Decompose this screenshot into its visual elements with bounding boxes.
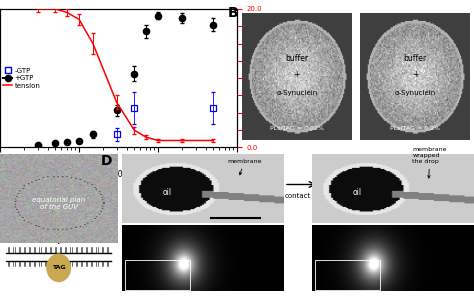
Text: B: B xyxy=(228,6,238,20)
Circle shape xyxy=(47,254,71,282)
Y-axis label: tension (mN/m): tension (mN/m) xyxy=(265,51,272,105)
Text: contact: contact xyxy=(285,193,311,199)
Legend: -GTP, +GTP, tension: -GTP, +GTP, tension xyxy=(3,68,40,89)
Text: TAG: TAG xyxy=(52,265,65,270)
X-axis label: μg PLs/ 100μg TAG: μg PLs/ 100μg TAG xyxy=(82,170,155,179)
Text: D: D xyxy=(101,154,112,168)
